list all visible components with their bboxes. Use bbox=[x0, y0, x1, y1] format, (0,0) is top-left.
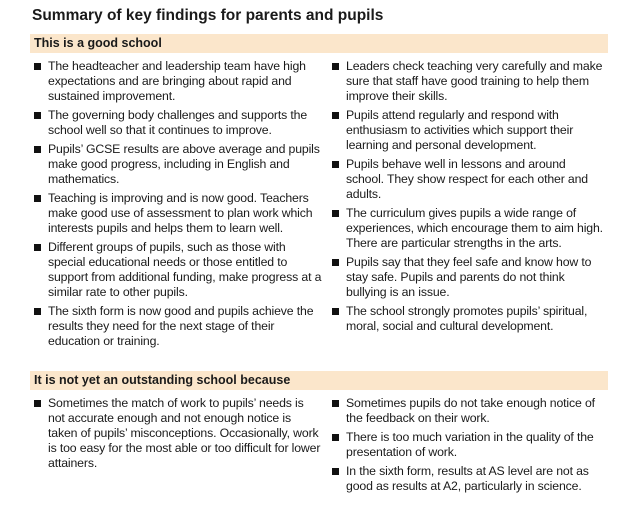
list-item: The school strongly promotes pupils’ spi… bbox=[328, 304, 612, 334]
list-item-text: Sometimes pupils do not take enough noti… bbox=[346, 396, 595, 425]
section-not-outstanding: It is not yet an outstanding school beca… bbox=[0, 371, 630, 498]
list-item-text: The sixth form is now good and pupils ac… bbox=[48, 304, 314, 348]
list-item: In the sixth form, results at AS level a… bbox=[328, 464, 612, 494]
list-item: There is too much variation in the quali… bbox=[328, 430, 612, 460]
list-item-text: There is too much variation in the quali… bbox=[346, 430, 594, 459]
square-bullet-icon bbox=[34, 112, 41, 119]
list-item-text: Pupils behave well in lessons and around… bbox=[346, 157, 588, 201]
list-item-text: The curriculum gives pupils a wide range… bbox=[346, 206, 603, 250]
list-item: Pupils attend regularly and respond with… bbox=[328, 108, 612, 153]
list-item: Teaching is improving and is now good. T… bbox=[30, 191, 328, 236]
square-bullet-icon bbox=[34, 244, 41, 251]
list-item-text: Sometimes the match of work to pupils’ n… bbox=[48, 396, 321, 470]
section-good-school: This is a good school The headteacher an… bbox=[0, 34, 630, 353]
list-item-text: In the sixth form, results at AS level a… bbox=[346, 464, 589, 493]
list-item: Sometimes pupils do not take enough noti… bbox=[328, 396, 612, 426]
square-bullet-icon bbox=[332, 112, 339, 119]
list-item: Different groups of pupils, such as thos… bbox=[30, 240, 328, 300]
list-item: Pupils behave well in lessons and around… bbox=[328, 157, 612, 202]
square-bullet-icon bbox=[34, 308, 41, 315]
section-good-school-body: The headteacher and leadership team have… bbox=[30, 59, 612, 353]
list-item: The curriculum gives pupils a wide range… bbox=[328, 206, 612, 251]
section-heading-not-outstanding: It is not yet an outstanding school beca… bbox=[30, 371, 608, 390]
left-bullet-list: Sometimes the match of work to pupils’ n… bbox=[30, 396, 328, 471]
list-item: The headteacher and leadership team have… bbox=[30, 59, 328, 104]
square-bullet-icon bbox=[34, 146, 41, 153]
square-bullet-icon bbox=[332, 63, 339, 70]
list-item-text: The headteacher and leadership team have… bbox=[48, 59, 306, 103]
square-bullet-icon bbox=[332, 161, 339, 168]
list-item: Pupils say that they feel safe and know … bbox=[328, 255, 612, 300]
right-bullet-list: Sometimes pupils do not take enough noti… bbox=[328, 396, 612, 494]
right-bullet-list: Leaders check teaching very carefully an… bbox=[328, 59, 612, 334]
square-bullet-icon bbox=[34, 400, 41, 407]
square-bullet-icon bbox=[332, 308, 339, 315]
left-bullet-list: The headteacher and leadership team have… bbox=[30, 59, 328, 349]
page-title: Summary of key findings for parents and … bbox=[32, 7, 384, 24]
list-item-text: Pupils’ GCSE results are above average a… bbox=[48, 142, 320, 186]
list-item: Leaders check teaching very carefully an… bbox=[328, 59, 612, 104]
square-bullet-icon bbox=[34, 195, 41, 202]
square-bullet-icon bbox=[332, 259, 339, 266]
list-item-text: Pupils say that they feel safe and know … bbox=[346, 255, 592, 299]
list-item: The governing body challenges and suppor… bbox=[30, 108, 328, 138]
square-bullet-icon bbox=[34, 63, 41, 70]
list-item: Pupils’ GCSE results are above average a… bbox=[30, 142, 328, 187]
list-item: The sixth form is now good and pupils ac… bbox=[30, 304, 328, 349]
list-item-text: The school strongly promotes pupils’ spi… bbox=[346, 304, 588, 333]
list-item-text: Different groups of pupils, such as thos… bbox=[48, 240, 322, 299]
square-bullet-icon bbox=[332, 400, 339, 407]
section-not-outstanding-body: Sometimes the match of work to pupils’ n… bbox=[30, 396, 612, 498]
list-item-text: Leaders check teaching very carefully an… bbox=[346, 59, 603, 103]
square-bullet-icon bbox=[332, 434, 339, 441]
list-item-text: Pupils attend regularly and respond with… bbox=[346, 108, 574, 152]
list-item-text: Teaching is improving and is now good. T… bbox=[48, 191, 313, 235]
list-item: Sometimes the match of work to pupils’ n… bbox=[30, 396, 328, 471]
square-bullet-icon bbox=[332, 210, 339, 217]
list-item-text: The governing body challenges and suppor… bbox=[48, 108, 308, 137]
section-heading-good-school: This is a good school bbox=[30, 34, 608, 53]
